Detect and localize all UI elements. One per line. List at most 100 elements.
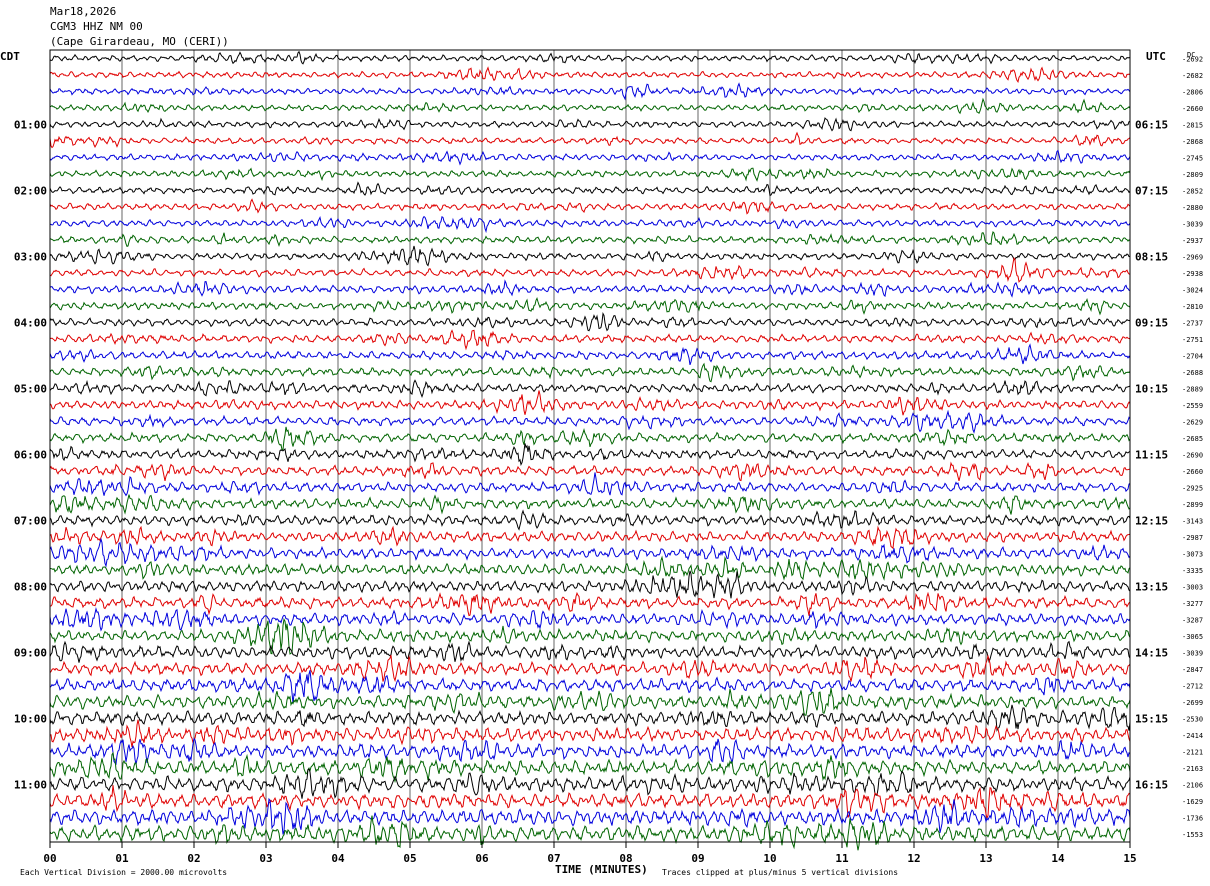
dc-offset-label: -2121 <box>1182 748 1203 756</box>
trace-row <box>49 379 1131 398</box>
trace-row <box>49 257 1131 283</box>
footer-scale-note: Each Vertical Division = 2000.00 microvo… <box>20 868 227 877</box>
dc-offset-label: -2847 <box>1182 666 1203 674</box>
trace-row <box>49 198 1131 215</box>
trace-row <box>49 181 1131 197</box>
trace-row <box>49 362 1131 383</box>
trace-row <box>49 50 1131 65</box>
dc-offset-label: -3143 <box>1182 517 1203 525</box>
x-tick-label: 07 <box>547 852 560 865</box>
dc-offset-label: -2704 <box>1182 352 1203 360</box>
x-tick-label: 12 <box>907 852 920 865</box>
dc-offset-label: -2745 <box>1182 154 1203 162</box>
dc-offset-label: -1629 <box>1182 798 1203 806</box>
dc-offset-label: -2699 <box>1182 699 1203 707</box>
utc-hour-label: 09:15 <box>1135 316 1168 329</box>
trace-row <box>49 279 1131 298</box>
footer-clip-note: Traces clipped at plus/minus 5 vertical … <box>662 868 898 877</box>
dc-offset-label: -2815 <box>1182 121 1203 129</box>
dc-offset-label: -2660 <box>1182 468 1203 476</box>
dc-offset-label: -3277 <box>1182 600 1203 608</box>
trace-row <box>49 688 1131 716</box>
header-location: (Cape Girardeau, MO (CERI)) <box>50 35 229 48</box>
x-axis-label: TIME (MINUTES) <box>555 863 648 876</box>
trace-row <box>49 785 1131 821</box>
x-tick-label: 09 <box>691 852 704 865</box>
dc-offset-label: -2938 <box>1182 270 1203 278</box>
trace-row <box>49 472 1131 497</box>
utc-hour-labels: 06:15 07:15 08:15 09:15 10:15 11:15 12:15 13:15… <box>1135 118 1168 791</box>
dc-offset-label: -2810 <box>1182 303 1203 311</box>
trace-row <box>49 737 1131 766</box>
trace-row <box>49 149 1131 166</box>
dc-offset-label: -2889 <box>1182 385 1203 393</box>
plot-frame <box>49 49 1131 843</box>
dc-offset-label: -3039 <box>1182 649 1203 657</box>
trace-row <box>49 640 1131 664</box>
x-axis-ticks: 00 01 02 03 04 05 06 07 08 09 10 11 12 13 14 15 <box>43 842 1137 865</box>
x-tick-label: 02 <box>187 852 200 865</box>
dc-offset-label: -2806 <box>1182 88 1203 96</box>
trace-row <box>49 704 1131 732</box>
dc-offset-label: -2106 <box>1182 781 1203 789</box>
dc-offset-label: -2712 <box>1182 682 1203 690</box>
x-tick-label: 14 <box>1051 852 1065 865</box>
utc-hour-label: 12:15 <box>1135 514 1168 527</box>
trace-row <box>49 311 1131 332</box>
utc-hour-label: 14:15 <box>1135 646 1168 659</box>
dc-offset-labels: -2692 -2682 -2806 -2660 -2815 -2868 -2745 -2809… <box>1182 55 1203 839</box>
trace-row <box>49 555 1131 581</box>
dc-offset-label: -2737 <box>1182 319 1203 327</box>
trace-row <box>49 570 1131 599</box>
dc-offset-label: -2987 <box>1182 534 1203 542</box>
dc-offset-label: -2688 <box>1182 369 1203 377</box>
x-tick-label: 11 <box>835 852 849 865</box>
x-tick-label: 10 <box>763 852 776 865</box>
trace-row <box>49 390 1131 416</box>
cdt-hour-label: 08:00 <box>14 580 47 593</box>
trace-row <box>49 167 1131 182</box>
trace-row <box>49 654 1131 683</box>
left-axis-title: CDT <box>0 50 20 63</box>
utc-hour-label: 08:15 <box>1135 250 1168 263</box>
dc-label: DC <box>1187 51 1195 59</box>
cdt-hour-labels: 01:00 02:00 03:00 04:00 05:00 06:00 07:00 08:00… <box>14 118 47 791</box>
dc-offset-label: -2530 <box>1182 715 1203 723</box>
trace-row <box>49 297 1131 316</box>
dc-offset-label: -2937 <box>1182 237 1203 245</box>
trace-row <box>49 245 1131 267</box>
utc-hour-label: 13:15 <box>1135 580 1168 593</box>
right-axis-title: UTC <box>1146 50 1166 63</box>
x-tick-label: 03 <box>259 852 272 865</box>
utc-hour-label: 11:15 <box>1135 448 1168 461</box>
dc-offset-label: -2880 <box>1182 204 1203 212</box>
trace-row <box>49 719 1131 748</box>
header-date: Mar18,2026 <box>50 5 117 18</box>
dc-offset-label: -2969 <box>1182 253 1203 261</box>
trace-row <box>49 461 1131 482</box>
dc-offset-label: -2868 <box>1182 138 1203 146</box>
x-tick-label: 05 <box>403 852 416 865</box>
utc-hour-label: 07:15 <box>1135 184 1168 197</box>
x-tick-label: 06 <box>475 852 489 865</box>
trace-row <box>49 97 1131 115</box>
cdt-hour-label: 11:00 <box>14 778 47 791</box>
cdt-hour-label: 09:00 <box>14 646 47 659</box>
trace-row <box>49 815 1131 851</box>
trace-row <box>49 215 1131 234</box>
utc-hour-label: 16:15 <box>1135 778 1168 791</box>
cdt-hour-label: 10:00 <box>14 712 47 725</box>
trace-row <box>49 606 1131 632</box>
x-tick-label: 01 <box>115 852 129 865</box>
dc-offset-label: -1736 <box>1182 814 1203 822</box>
dc-offset-label: -3335 <box>1182 567 1203 575</box>
trace-row <box>49 231 1131 248</box>
dc-offset-label: -2852 <box>1182 187 1203 195</box>
x-tick-label: 15 <box>1123 852 1136 865</box>
trace-row <box>49 426 1131 451</box>
x-tick-label: 00 <box>43 852 56 865</box>
dc-offset-label: -3003 <box>1182 583 1203 591</box>
trace-row <box>49 768 1131 799</box>
trace-row <box>49 443 1131 466</box>
dc-offset-label: -2559 <box>1182 402 1203 410</box>
